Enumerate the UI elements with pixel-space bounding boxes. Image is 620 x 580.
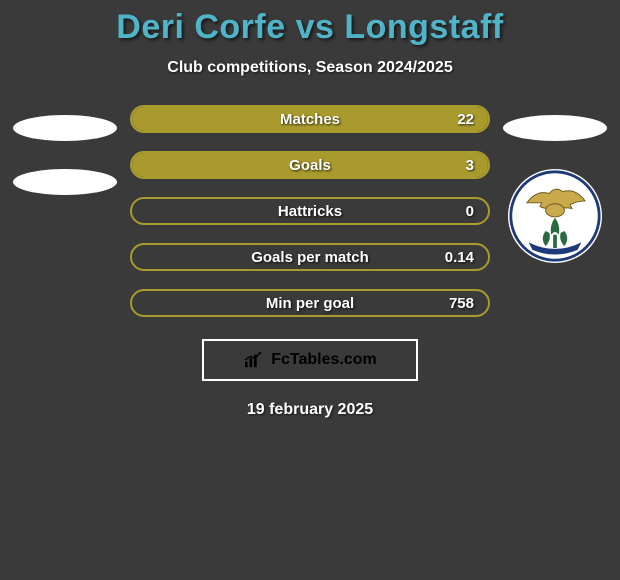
club-crest-icon [508,169,602,263]
page-title: Deri Corfe vs Longstaff [0,8,620,47]
stat-label: Matches [280,111,340,128]
stat-label: Min per goal [266,295,354,312]
stat-value: 0.14 [445,249,474,266]
stat-row-goals: Goals 3 [130,151,490,179]
stat-row-mpg: Min per goal 758 [130,289,490,317]
left-placeholder-1 [13,115,117,141]
date-text: 19 february 2025 [0,401,620,419]
stat-label: Goals [289,157,331,174]
main-row: Matches 22 Goals 3 Hattricks 0 Goals per… [0,105,620,317]
right-column [500,105,610,263]
brand-text: FcTables.com [271,351,377,369]
chart-icon [243,351,265,369]
stat-value: 758 [449,295,474,312]
root: Deri Corfe vs Longstaff Club competition… [0,0,620,419]
left-placeholder-2 [13,169,117,195]
stat-label: Hattricks [278,203,342,220]
brand-box[interactable]: FcTables.com [202,339,418,381]
stat-value: 3 [466,157,474,174]
stat-value: 22 [457,111,474,128]
stats-column: Matches 22 Goals 3 Hattricks 0 Goals per… [120,105,500,317]
club-badge [508,169,602,263]
right-placeholder-1 [503,115,607,141]
stat-row-matches: Matches 22 [130,105,490,133]
stat-row-hattricks: Hattricks 0 [130,197,490,225]
stat-value: 0 [466,203,474,220]
stat-row-gpm: Goals per match 0.14 [130,243,490,271]
stat-label: Goals per match [251,249,369,266]
left-column [10,105,120,195]
subtitle: Club competitions, Season 2024/2025 [0,59,620,77]
